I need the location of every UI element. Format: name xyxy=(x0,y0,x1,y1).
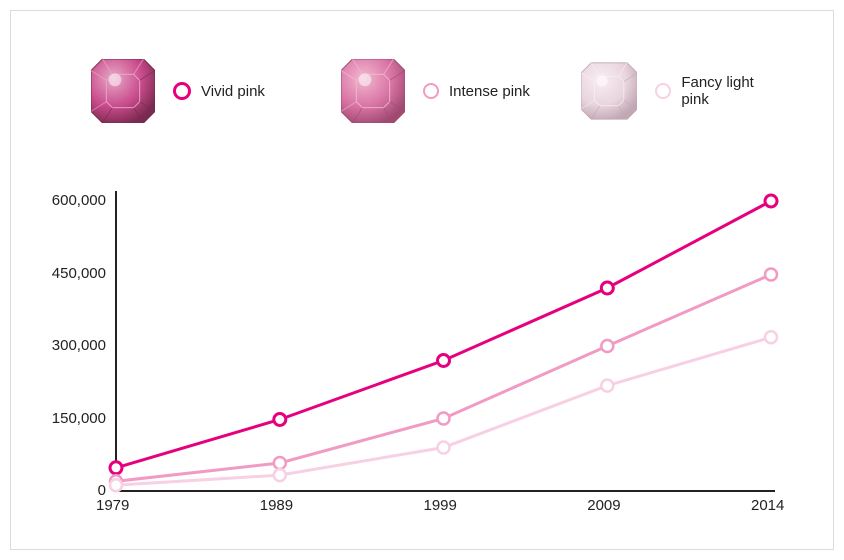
y-tick-label: 450,000 xyxy=(52,265,106,282)
plot-area xyxy=(11,11,835,551)
series-marker-intense xyxy=(438,413,450,425)
series-marker-light xyxy=(601,380,613,392)
chart-card: Vivid pink Intense pink xyxy=(10,10,834,550)
series-marker-vivid xyxy=(601,282,613,294)
series-marker-vivid xyxy=(274,414,286,426)
x-tick-label: 1989 xyxy=(260,497,293,514)
series-marker-intense xyxy=(274,457,286,469)
series-marker-light xyxy=(110,479,122,491)
series-marker-light xyxy=(438,442,450,454)
series-marker-light xyxy=(765,331,777,343)
x-tick-label: 2014 xyxy=(751,497,784,514)
series-marker-intense xyxy=(601,340,613,352)
y-tick-label: 300,000 xyxy=(52,337,106,354)
x-tick-label: 1999 xyxy=(424,497,457,514)
series-marker-light xyxy=(274,469,286,481)
series-line-vivid xyxy=(116,201,771,468)
series-marker-vivid xyxy=(438,355,450,367)
y-tick-label: 150,000 xyxy=(52,410,106,427)
series-marker-vivid xyxy=(110,462,122,474)
y-tick-label: 600,000 xyxy=(52,192,106,209)
series-marker-vivid xyxy=(765,195,777,207)
x-tick-label: 2009 xyxy=(587,497,620,514)
series-marker-intense xyxy=(765,269,777,281)
x-tick-label: 1979 xyxy=(96,497,129,514)
outer-frame: Vivid pink Intense pink xyxy=(0,0,844,560)
